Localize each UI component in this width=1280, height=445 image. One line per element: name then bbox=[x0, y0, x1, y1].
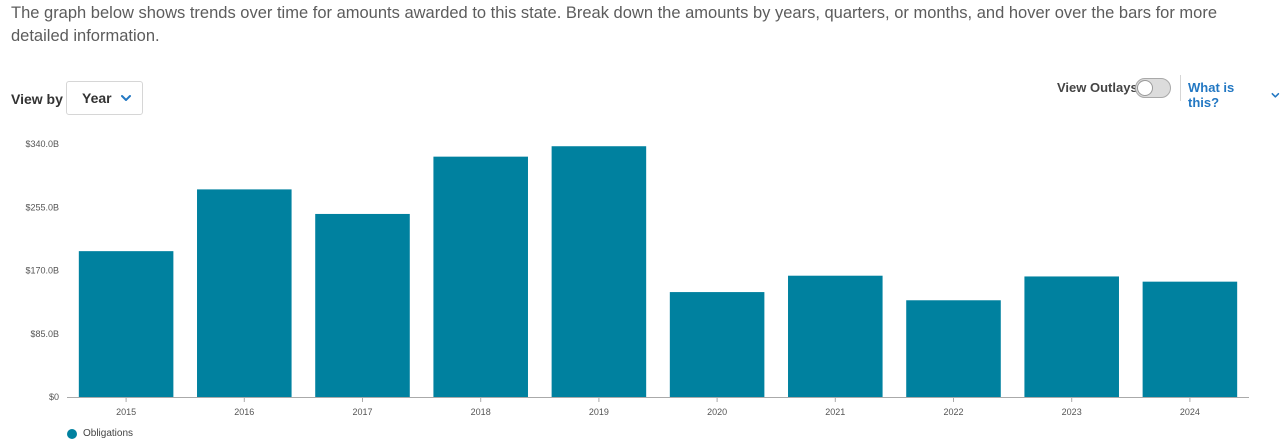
view-by-selected-value: Year bbox=[82, 90, 112, 106]
intro-text: The graph below shows trends over time f… bbox=[11, 4, 1218, 45]
x-tick-label: 2023 bbox=[1062, 407, 1082, 417]
bar-2015[interactable] bbox=[78, 251, 174, 397]
x-tick-label: 2024 bbox=[1180, 407, 1200, 417]
legend-label: Obligations bbox=[83, 428, 134, 439]
x-tick-label: 2017 bbox=[352, 407, 372, 417]
y-tick-label: $85.0B bbox=[30, 329, 59, 339]
x-tick-label: 2018 bbox=[471, 407, 491, 417]
view-by-label: View by bbox=[11, 91, 63, 107]
toggle-knob bbox=[1137, 80, 1153, 96]
x-tick-label: 2020 bbox=[707, 407, 727, 417]
bar-2018[interactable] bbox=[433, 156, 528, 397]
legend-swatch bbox=[67, 428, 77, 439]
bar-2022[interactable] bbox=[906, 300, 1001, 397]
view-by-dropdown[interactable]: Year bbox=[66, 81, 143, 115]
bar-2017[interactable] bbox=[315, 213, 410, 397]
chevron-down-icon bbox=[1271, 92, 1280, 98]
divider bbox=[1180, 75, 1181, 101]
x-tick-label: 2022 bbox=[943, 407, 963, 417]
bar-2021[interactable] bbox=[788, 275, 883, 397]
view-outlays-toggle[interactable] bbox=[1135, 78, 1171, 98]
chart-legend: Obligations bbox=[67, 428, 133, 439]
view-outlays-label: View Outlays bbox=[1057, 80, 1138, 95]
bar-2016[interactable] bbox=[197, 189, 292, 397]
y-tick-label: $0 bbox=[49, 392, 59, 402]
x-tick-label: 2016 bbox=[234, 407, 254, 417]
bar-2023[interactable] bbox=[1024, 276, 1119, 397]
x-tick-label: 2015 bbox=[116, 407, 136, 417]
x-tick-label: 2019 bbox=[589, 407, 609, 417]
what-is-this-link[interactable]: What is this? bbox=[1188, 80, 1280, 110]
bar-2020[interactable] bbox=[669, 292, 765, 397]
bar-chart: $0 $85.0B $170.0B $255.0B $340.0B 2015 2016 201… bbox=[25, 139, 1249, 417]
x-tick-label: 2021 bbox=[825, 407, 845, 417]
y-tick-label: $255.0B bbox=[25, 202, 59, 212]
y-tick-label: $170.0B bbox=[25, 266, 59, 276]
what-is-this-label: What is this? bbox=[1188, 80, 1235, 110]
bar-2019[interactable] bbox=[551, 146, 647, 397]
chevron-down-icon bbox=[120, 95, 131, 101]
bar-2024[interactable] bbox=[1142, 281, 1238, 397]
y-tick-label: $340.0B bbox=[25, 139, 59, 149]
